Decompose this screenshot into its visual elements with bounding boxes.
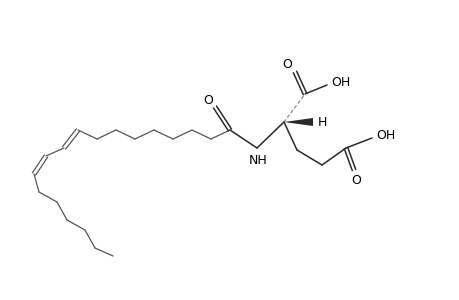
Text: O: O (202, 94, 213, 106)
Polygon shape (283, 118, 312, 126)
Text: O: O (281, 58, 291, 70)
Text: O: O (350, 173, 360, 187)
Text: OH: OH (375, 128, 395, 142)
Text: OH: OH (330, 76, 350, 88)
Text: NH: NH (248, 154, 267, 166)
Text: H: H (317, 116, 326, 128)
